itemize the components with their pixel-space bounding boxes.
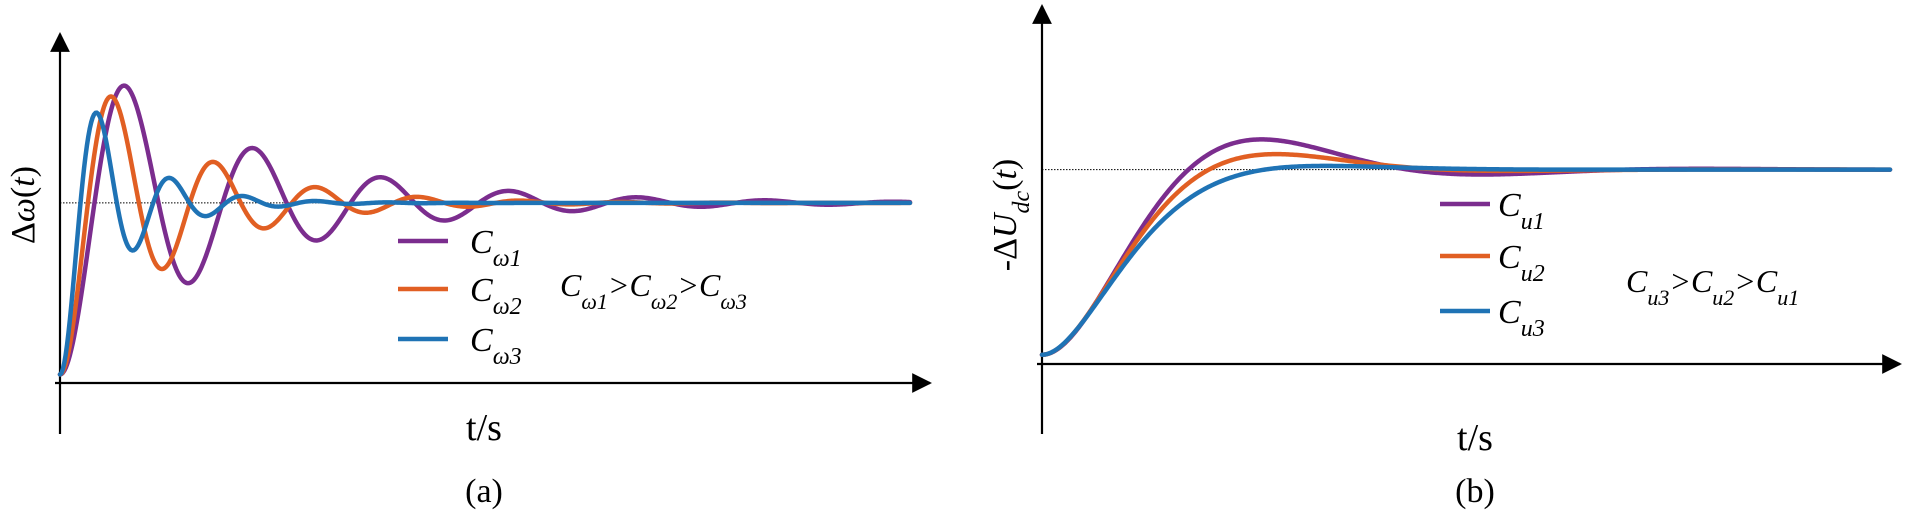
- chart-b-legend-label-1: Cu1: [1498, 187, 1545, 235]
- chart-b-y-axis-label: -ΔUdc(t): [987, 159, 1035, 272]
- chart-a-relation-label: Cω1>Cω2>Cω3: [560, 267, 747, 314]
- chart-a-legend: Cω1 Cω2 Cω3: [398, 224, 522, 370]
- chart-b: -ΔUdc(t) t/s (b) Cu1 Cu2 Cu3 Cu3>Cu2>Cu1: [987, 4, 1902, 510]
- chart-a: Δω(t) t/s (a) Cω1 Cω2 Cω3 Cω1>Cω2>Cω3: [5, 32, 932, 510]
- chart-a-x-axis-label: t/s: [466, 407, 502, 449]
- chart-a-legend-label-2: Cω2: [470, 272, 522, 320]
- chart-a-series-line-1: [57, 83, 913, 377]
- chart-b-x-axis-label: t/s: [1457, 417, 1493, 459]
- chart-a-y-axis-label: Δω(t): [5, 166, 42, 244]
- chart-a-panel-label: (a): [465, 473, 503, 510]
- chart-b-legend: Cu1 Cu2 Cu3: [1440, 187, 1545, 342]
- chart-b-legend-label-3: Cu3: [1498, 294, 1545, 342]
- chart-b-legend-label-2: Cu2: [1498, 239, 1545, 287]
- chart-a-legend-label-1: Cω1: [470, 224, 522, 272]
- chart-b-panel-label: (b): [1455, 473, 1495, 510]
- chart-b-relation-label: Cu3>Cu2>Cu1: [1626, 263, 1799, 310]
- chart-b-series-line-3: [1039, 163, 1893, 357]
- chart-a-series-line-3: [57, 110, 913, 377]
- chart-a-legend-label-3: Cω3: [470, 322, 522, 370]
